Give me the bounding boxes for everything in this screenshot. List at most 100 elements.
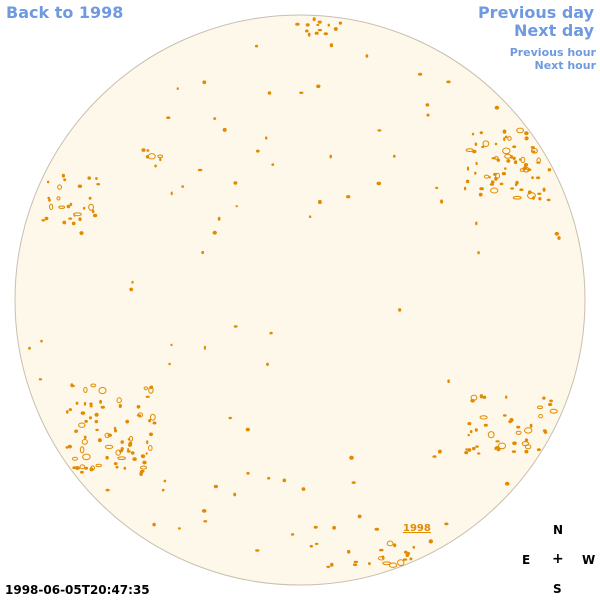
contour-mark (83, 401, 87, 406)
next-hour-link[interactable]: Next hour (534, 59, 597, 72)
contour-mark (527, 168, 532, 171)
contour-mark (66, 410, 69, 414)
contour-mark (475, 161, 478, 166)
contour-mark (28, 346, 31, 350)
contour-mark (402, 558, 408, 561)
contour-mark (386, 540, 394, 547)
previous-hour-link[interactable]: Previous hour (509, 46, 596, 59)
contour-mark (66, 204, 71, 209)
contour-mark (147, 153, 156, 160)
active-region-link[interactable]: 1998 (403, 523, 431, 534)
contour-mark (524, 131, 529, 136)
contour-mark (488, 176, 491, 179)
contour-mark (166, 116, 171, 119)
contour-mark (89, 405, 93, 408)
back-to-year-link[interactable]: Back to 1998 (6, 3, 124, 22)
contour-mark (501, 172, 507, 176)
previous-day-link[interactable]: Previous day (477, 3, 594, 22)
contour-mark (83, 386, 88, 393)
contour-mark (77, 467, 80, 470)
contour-mark (68, 408, 73, 412)
contour-mark (115, 449, 121, 456)
contour-mark (117, 456, 126, 461)
contour-mark (217, 216, 221, 221)
contour-mark (44, 216, 49, 221)
contour-mark (510, 187, 515, 190)
contour-mark (163, 479, 167, 483)
contour-mark (267, 476, 271, 480)
contour-mark (426, 113, 430, 117)
contour-mark (481, 145, 485, 148)
contour-mark (432, 455, 437, 458)
contour-mark (549, 399, 553, 403)
contour-mark (502, 129, 507, 134)
contour-mark (38, 378, 43, 381)
contour-mark (75, 401, 79, 405)
contour-mark (113, 426, 117, 430)
contour-mark (149, 413, 156, 421)
contour-mark (523, 163, 529, 167)
contour-mark (471, 132, 475, 136)
contour-mark (63, 178, 67, 182)
contour-mark (83, 206, 86, 210)
contour-mark (513, 160, 518, 165)
contour-mark (94, 412, 99, 417)
contour-mark (483, 174, 490, 179)
contour-mark (326, 565, 331, 568)
contour-mark (213, 117, 217, 120)
contour-mark (502, 414, 507, 417)
contour-mark (177, 527, 181, 530)
contour-mark (318, 199, 322, 205)
contour-mark (506, 159, 511, 163)
contour-mark (265, 136, 268, 140)
contour-mark (440, 199, 444, 204)
contour-mark (170, 343, 173, 347)
contour-mark (503, 137, 506, 142)
contour-mark (499, 182, 504, 186)
contour-mark (40, 339, 43, 343)
contour-mark (154, 164, 157, 168)
contour-mark (145, 452, 148, 455)
contour-mark (67, 444, 73, 449)
contour-mark (235, 205, 238, 208)
contour-mark (463, 186, 467, 191)
contour-mark (149, 432, 153, 437)
contour-mark (125, 419, 130, 424)
contour-mark (512, 156, 516, 161)
contour-mark (233, 325, 238, 328)
next-day-link[interactable]: Next day (514, 21, 594, 40)
contour-mark (143, 386, 149, 391)
contour-mark (80, 411, 86, 415)
contour-mark (467, 422, 472, 426)
contour-mark (482, 140, 490, 147)
contour-mark (479, 394, 484, 399)
contour-mark (388, 562, 398, 568)
contour-mark (497, 442, 507, 450)
contour-mark (548, 402, 552, 407)
contour-mark (392, 154, 396, 158)
contour-mark (136, 405, 141, 409)
contour-mark (105, 488, 110, 492)
contour-mark (148, 419, 152, 423)
contour-mark (48, 198, 51, 202)
contour-mark (83, 435, 87, 439)
contour-mark (61, 173, 66, 178)
contour-mark (148, 386, 154, 394)
contour-mark (254, 44, 259, 48)
contour-mark (95, 177, 98, 180)
contour-mark (87, 176, 91, 180)
contour-mark (365, 54, 369, 58)
contour-mark (474, 142, 478, 146)
contour-mark (47, 196, 51, 200)
contour-mark (203, 345, 206, 350)
contour-mark (530, 148, 538, 154)
contour-mark (418, 72, 423, 76)
contour-mark (474, 171, 477, 175)
contour-mark (537, 405, 543, 410)
contour-mark (313, 525, 318, 529)
contour-mark (524, 427, 533, 434)
contour-mark (113, 462, 118, 466)
contour-mark (127, 438, 131, 441)
contour-mark (353, 560, 359, 564)
contour-mark (515, 430, 522, 435)
